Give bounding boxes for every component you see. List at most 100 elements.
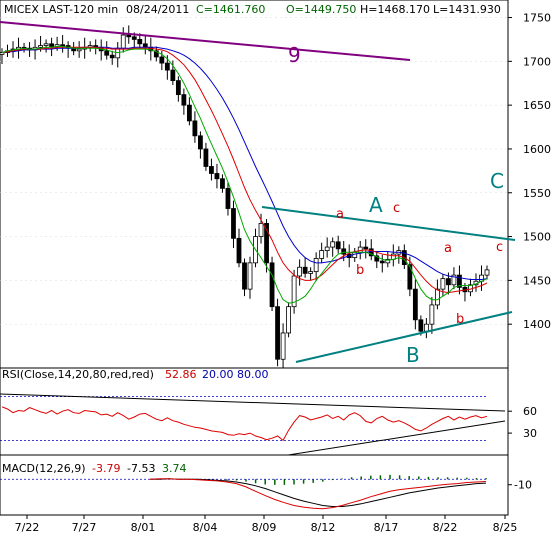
macd-label: MACD(12,26,9)	[2, 462, 86, 475]
candle-body	[164, 62, 170, 71]
header-low: L=1431.930	[433, 3, 501, 16]
candle-body	[109, 54, 115, 59]
candle-body	[159, 56, 165, 64]
price-tick-label: 1750	[523, 12, 551, 25]
candle-body	[275, 306, 280, 360]
candle-body	[434, 288, 440, 306]
ma-red-line	[1, 46, 488, 294]
header-open: O=1449.750	[286, 3, 356, 16]
candle-body	[484, 269, 490, 276]
trendline-9-label: 9	[288, 43, 301, 67]
wave-label-b2: b	[456, 312, 464, 327]
candle-body	[192, 120, 198, 137]
candle-body	[38, 45, 43, 48]
candle-body	[457, 274, 462, 288]
x-tick-label: 8/01	[131, 521, 156, 534]
rsi-line	[1, 406, 488, 442]
rsi-panel: RSI(Close,14,20,80,red,red) 52.86 20.00 …	[0, 367, 537, 462]
candle-body	[297, 266, 303, 277]
candle-body	[49, 43, 55, 47]
candle-body	[104, 50, 110, 56]
candle-body	[374, 255, 380, 262]
wave-label-A: A	[369, 193, 383, 217]
rsi-trendline-upper	[0, 393, 506, 412]
x-tick-label: 8/22	[433, 521, 458, 534]
candle-body	[76, 48, 82, 52]
candle-body	[302, 266, 308, 274]
macd-line	[149, 478, 487, 510]
candle-body	[175, 80, 181, 96]
ma-green-line	[1, 45, 488, 304]
price-tick-label: 1600	[523, 143, 551, 156]
candle-body	[214, 173, 220, 180]
x-tick-label: 7/22	[15, 521, 40, 534]
candle-body	[258, 223, 264, 237]
candle-body	[446, 278, 451, 286]
trendline-lower	[295, 311, 513, 363]
rsi-tick-label: 60	[523, 405, 537, 418]
candle-body	[341, 248, 347, 255]
macd-v3: 3.74	[162, 462, 187, 475]
candle-body	[368, 248, 374, 257]
candle-body	[126, 34, 132, 38]
rsi-label: RSI(Close,14,20,80,red,red)	[2, 368, 154, 381]
price-tick-label: 1700	[523, 55, 551, 68]
rsi-lower: 20.00	[202, 368, 234, 381]
candle-body	[220, 178, 225, 189]
candle-body	[231, 208, 236, 239]
price-tick-label: 1550	[523, 187, 551, 200]
candle-body	[131, 36, 137, 40]
candle-body	[120, 34, 126, 49]
price-panel: 1750 1700 1650 1600 1550 1500 1450 1400 A B Ca b c a…	[0, 0, 551, 369]
wave-label-C: C	[490, 169, 504, 193]
rsi-trendline-lower	[249, 420, 506, 462]
x-tick-label: 8/17	[374, 521, 399, 534]
x-axis: 7/22 7/27 8/01 8/04 8/09 8/12 8/17 8/22 8/25	[15, 515, 518, 534]
candle-body	[186, 104, 192, 122]
candle-body	[412, 288, 418, 321]
candle-body	[181, 94, 187, 106]
candle-body	[418, 319, 424, 332]
candle-body	[153, 50, 159, 58]
candle-body	[43, 43, 49, 46]
candle-body	[335, 241, 341, 250]
candle-body	[291, 275, 297, 308]
candle-body	[269, 262, 275, 308]
candle-body	[324, 246, 330, 251]
candle-body	[385, 258, 391, 264]
candle-body	[170, 69, 176, 82]
rsi-value: 52.86	[165, 368, 197, 381]
candle-body	[330, 241, 336, 248]
wave-label-a2: a	[444, 241, 452, 256]
candle-body	[423, 323, 429, 332]
header-symbol: MICEX LAST-120 min	[4, 3, 118, 16]
candle-body	[313, 258, 319, 273]
macd-v1: -3.79	[92, 462, 120, 475]
price-tick-label: 1500	[523, 231, 551, 244]
wave-label-B: B	[406, 343, 420, 367]
header-date: 08/24/2011	[126, 3, 189, 16]
x-tick-label: 8/12	[311, 521, 336, 534]
candle-body	[429, 304, 435, 325]
price-tick-label: 1650	[523, 99, 551, 112]
candle-body	[280, 332, 286, 360]
candle-body	[264, 223, 269, 264]
candle-body	[357, 246, 363, 253]
candle-body	[137, 39, 143, 45]
rsi-upper: 80.00	[237, 368, 269, 381]
candle-body	[308, 271, 314, 274]
candle-body	[242, 262, 247, 290]
candle-body	[198, 135, 203, 150]
candle-body	[379, 260, 385, 264]
candle-body	[407, 264, 413, 290]
candle-body	[319, 250, 325, 259]
x-tick-label: 8/25	[493, 521, 518, 534]
candle-body	[286, 306, 291, 334]
x-tick-label: 8/09	[252, 521, 277, 534]
candle-body	[203, 148, 209, 167]
wave-label-c1: c	[393, 201, 400, 216]
rsi-tick-label: 30	[523, 427, 537, 440]
wave-label-c2: c	[496, 240, 503, 255]
candle-body	[209, 166, 214, 174]
candle-body	[142, 43, 148, 48]
